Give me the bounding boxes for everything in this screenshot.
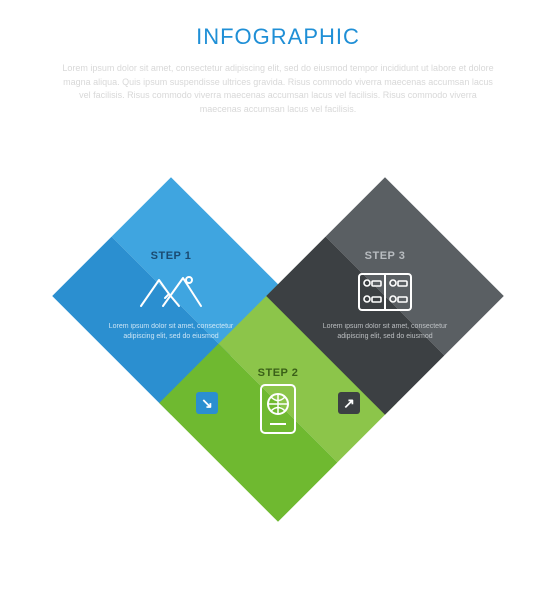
ticket-book-icon bbox=[356, 268, 414, 316]
diamond-content: Step 3 Lorem i bbox=[301, 212, 469, 380]
passport-icon bbox=[258, 385, 298, 433]
step-text: Lorem ipsum dolor sit amet, consectetur … bbox=[319, 322, 451, 342]
page-description: Lorem ipsum dolor sit amet, consectetur … bbox=[0, 50, 556, 116]
infographic-diagram: Step 1 Lorem ipsum dolor sit amet, conse… bbox=[0, 170, 556, 570]
step-label: Step 2 bbox=[258, 367, 299, 379]
diamond-step-3: Step 3 Lorem i bbox=[266, 177, 504, 415]
step-label: Step 1 bbox=[151, 250, 192, 262]
arrow-down-right-icon: ↘ bbox=[196, 392, 218, 414]
arrow-up-right-icon: ↗ bbox=[338, 392, 360, 414]
mountains-icon bbox=[139, 268, 203, 316]
page-title: Infographic bbox=[0, 0, 556, 50]
step-label: Step 3 bbox=[365, 250, 406, 262]
